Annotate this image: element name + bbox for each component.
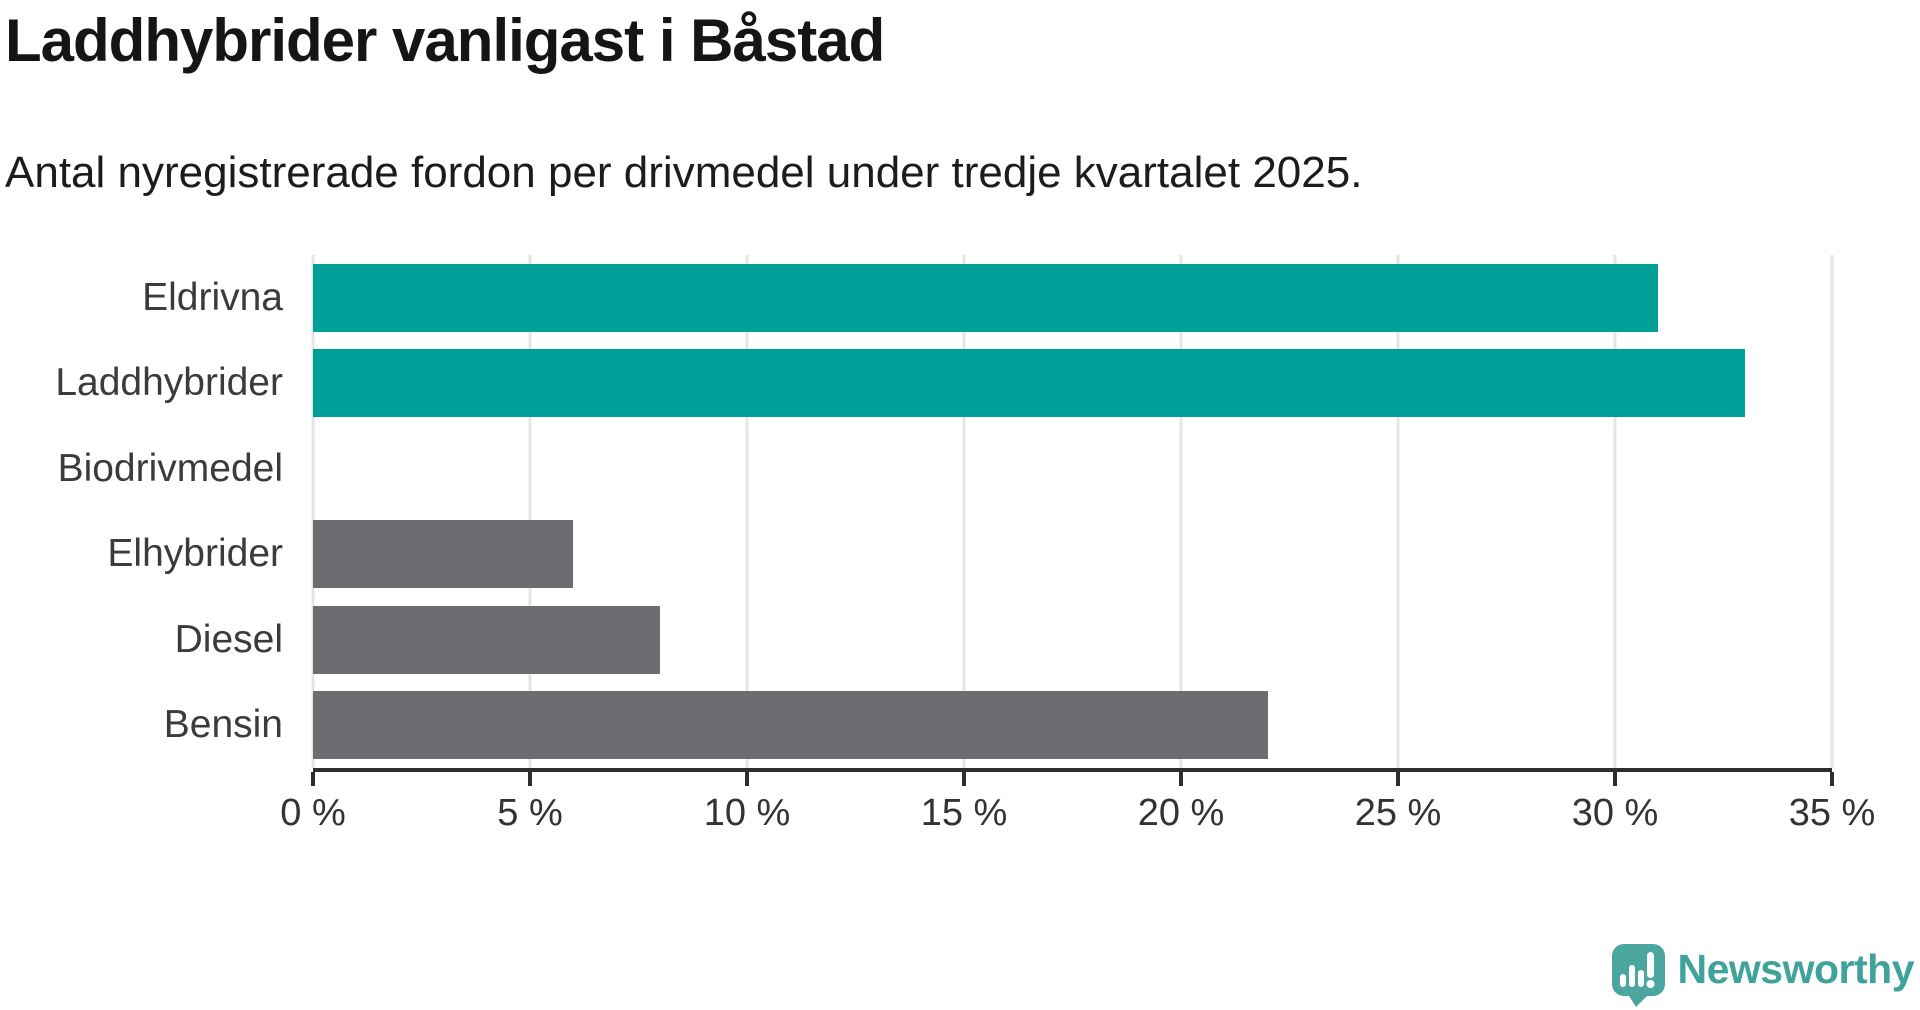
bar (313, 520, 574, 589)
gridline (1613, 255, 1617, 768)
gridline (528, 255, 532, 768)
x-tick (1179, 772, 1183, 786)
bar-row: Bensin (164, 683, 1832, 769)
x-tick-label: 35 % (1788, 792, 1876, 834)
x-tick (1830, 772, 1834, 786)
gridline (311, 255, 315, 768)
gridline (745, 255, 749, 768)
category-label: Diesel (174, 617, 283, 661)
x-tick (528, 772, 532, 786)
chart-title: Laddhybrider vanligast i Båstad (5, 7, 885, 74)
gridline (962, 255, 966, 768)
category-label: Elhybrider (107, 532, 283, 576)
plot-area: Eldrivna Laddhybrider Biodrivmedel Elhyb… (55, 255, 1834, 769)
x-tick (962, 772, 966, 786)
category-label: Eldrivna (142, 275, 283, 319)
gridline (1830, 255, 1834, 768)
bar (313, 691, 1268, 760)
bar-row: Laddhybrider (55, 341, 1832, 427)
x-tick-label: 25 % (1354, 792, 1442, 834)
bar (313, 605, 661, 674)
x-tick (1396, 772, 1400, 786)
x-tick-label: 30 % (1571, 792, 1659, 834)
chart-subtitle: Antal nyregistrerade fordon per drivmede… (5, 148, 1363, 197)
bar (313, 263, 1659, 332)
category-label: Bensin (163, 703, 283, 747)
bar-row: Elhybrider (107, 512, 1832, 598)
gridline (1179, 255, 1183, 768)
x-axis-line (311, 768, 1834, 786)
bar-rows: Eldrivna Laddhybrider Biodrivmedel Elhyb… (55, 255, 1832, 769)
bar-row: Diesel (175, 597, 1832, 683)
gridline (1396, 255, 1400, 768)
newsworthy-logo-icon (1611, 944, 1665, 1007)
bar-row: Biodrivmedel (58, 426, 1832, 512)
x-tick-label: 20 % (1137, 792, 1225, 834)
x-tick (745, 772, 749, 786)
x-tick-label: 15 % (920, 792, 1008, 834)
x-tick (1613, 772, 1617, 786)
x-tick-label: 5 % (497, 792, 563, 834)
brand-footer: Newsworthy (1611, 944, 1915, 1008)
category-label: Laddhybrider (55, 361, 283, 405)
bar (313, 349, 1746, 418)
brand-wordmark: Newsworthy (1677, 945, 1915, 992)
bar-row: Eldrivna (142, 255, 1832, 341)
x-tick-label: 0 % (280, 792, 346, 834)
x-tick (311, 772, 315, 786)
category-label: Biodrivmedel (57, 446, 283, 490)
x-tick-label: 10 % (703, 792, 791, 834)
